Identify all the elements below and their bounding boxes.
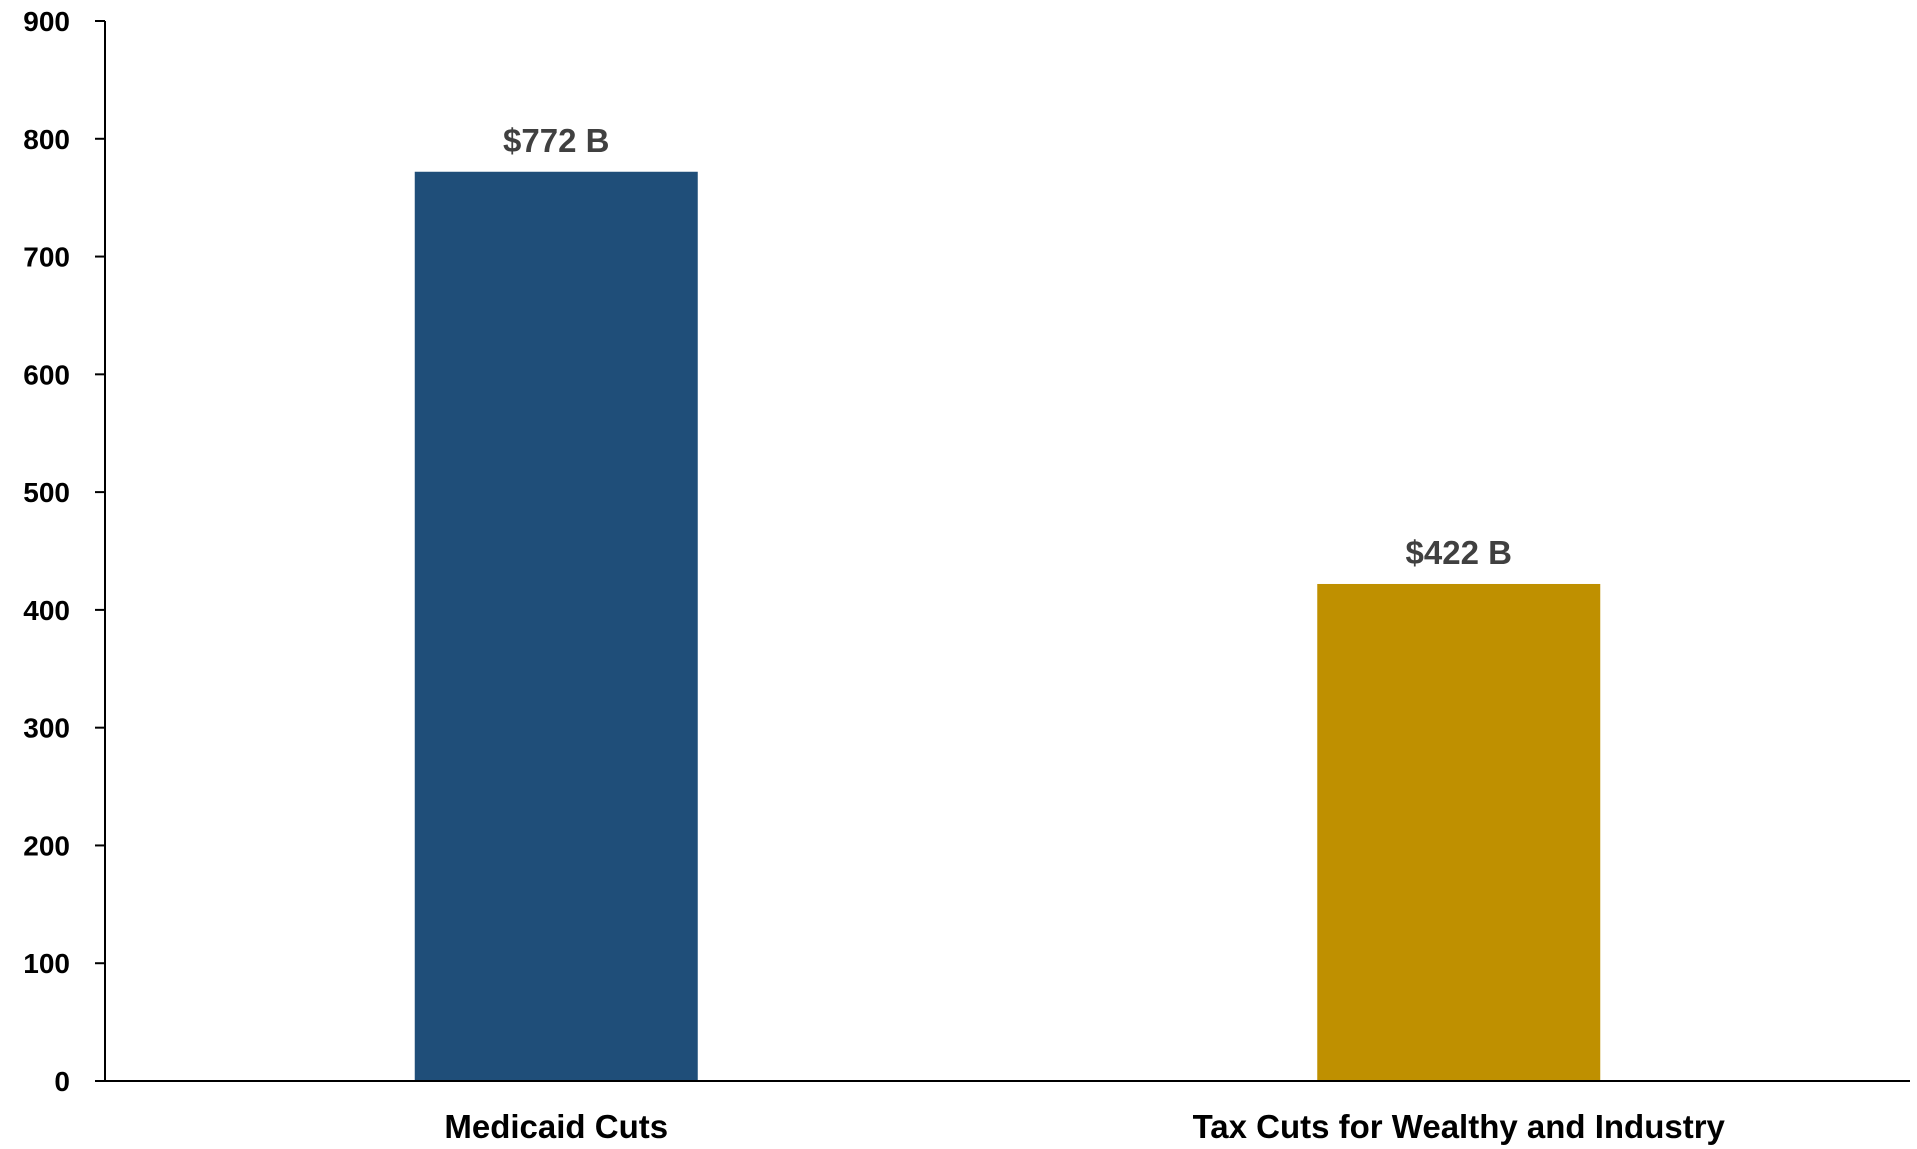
bar-tax-cuts xyxy=(1317,583,1601,1081)
bar-value-label: $422 B xyxy=(1406,534,1512,571)
x-category-label: Tax Cuts for Wealthy and Industry xyxy=(1193,1108,1726,1145)
y-axis: 0 100 200 300 400 500 600 700 800 900 xyxy=(23,6,106,1097)
y-tick-label: 900 xyxy=(23,6,70,37)
y-tick-label: 600 xyxy=(23,359,70,390)
bars: $772 B $422 B xyxy=(414,122,1601,1081)
bar-medicaid-cuts xyxy=(414,171,698,1081)
x-axis: Medicaid Cuts Tax Cuts for Wealthy and In… xyxy=(105,1080,1910,1145)
y-tick-label: 0 xyxy=(54,1066,70,1097)
y-tick-label: 800 xyxy=(23,124,70,155)
y-tick-label: 500 xyxy=(23,477,70,508)
x-category-label: Medicaid Cuts xyxy=(444,1108,668,1145)
bar-value-label: $772 B xyxy=(503,122,609,159)
y-tick-label: 700 xyxy=(23,242,70,273)
y-tick-label: 400 xyxy=(23,595,70,626)
y-tick-label: 200 xyxy=(23,830,70,861)
y-tick-label: 100 xyxy=(23,948,70,979)
y-tick-label: 300 xyxy=(23,713,70,744)
